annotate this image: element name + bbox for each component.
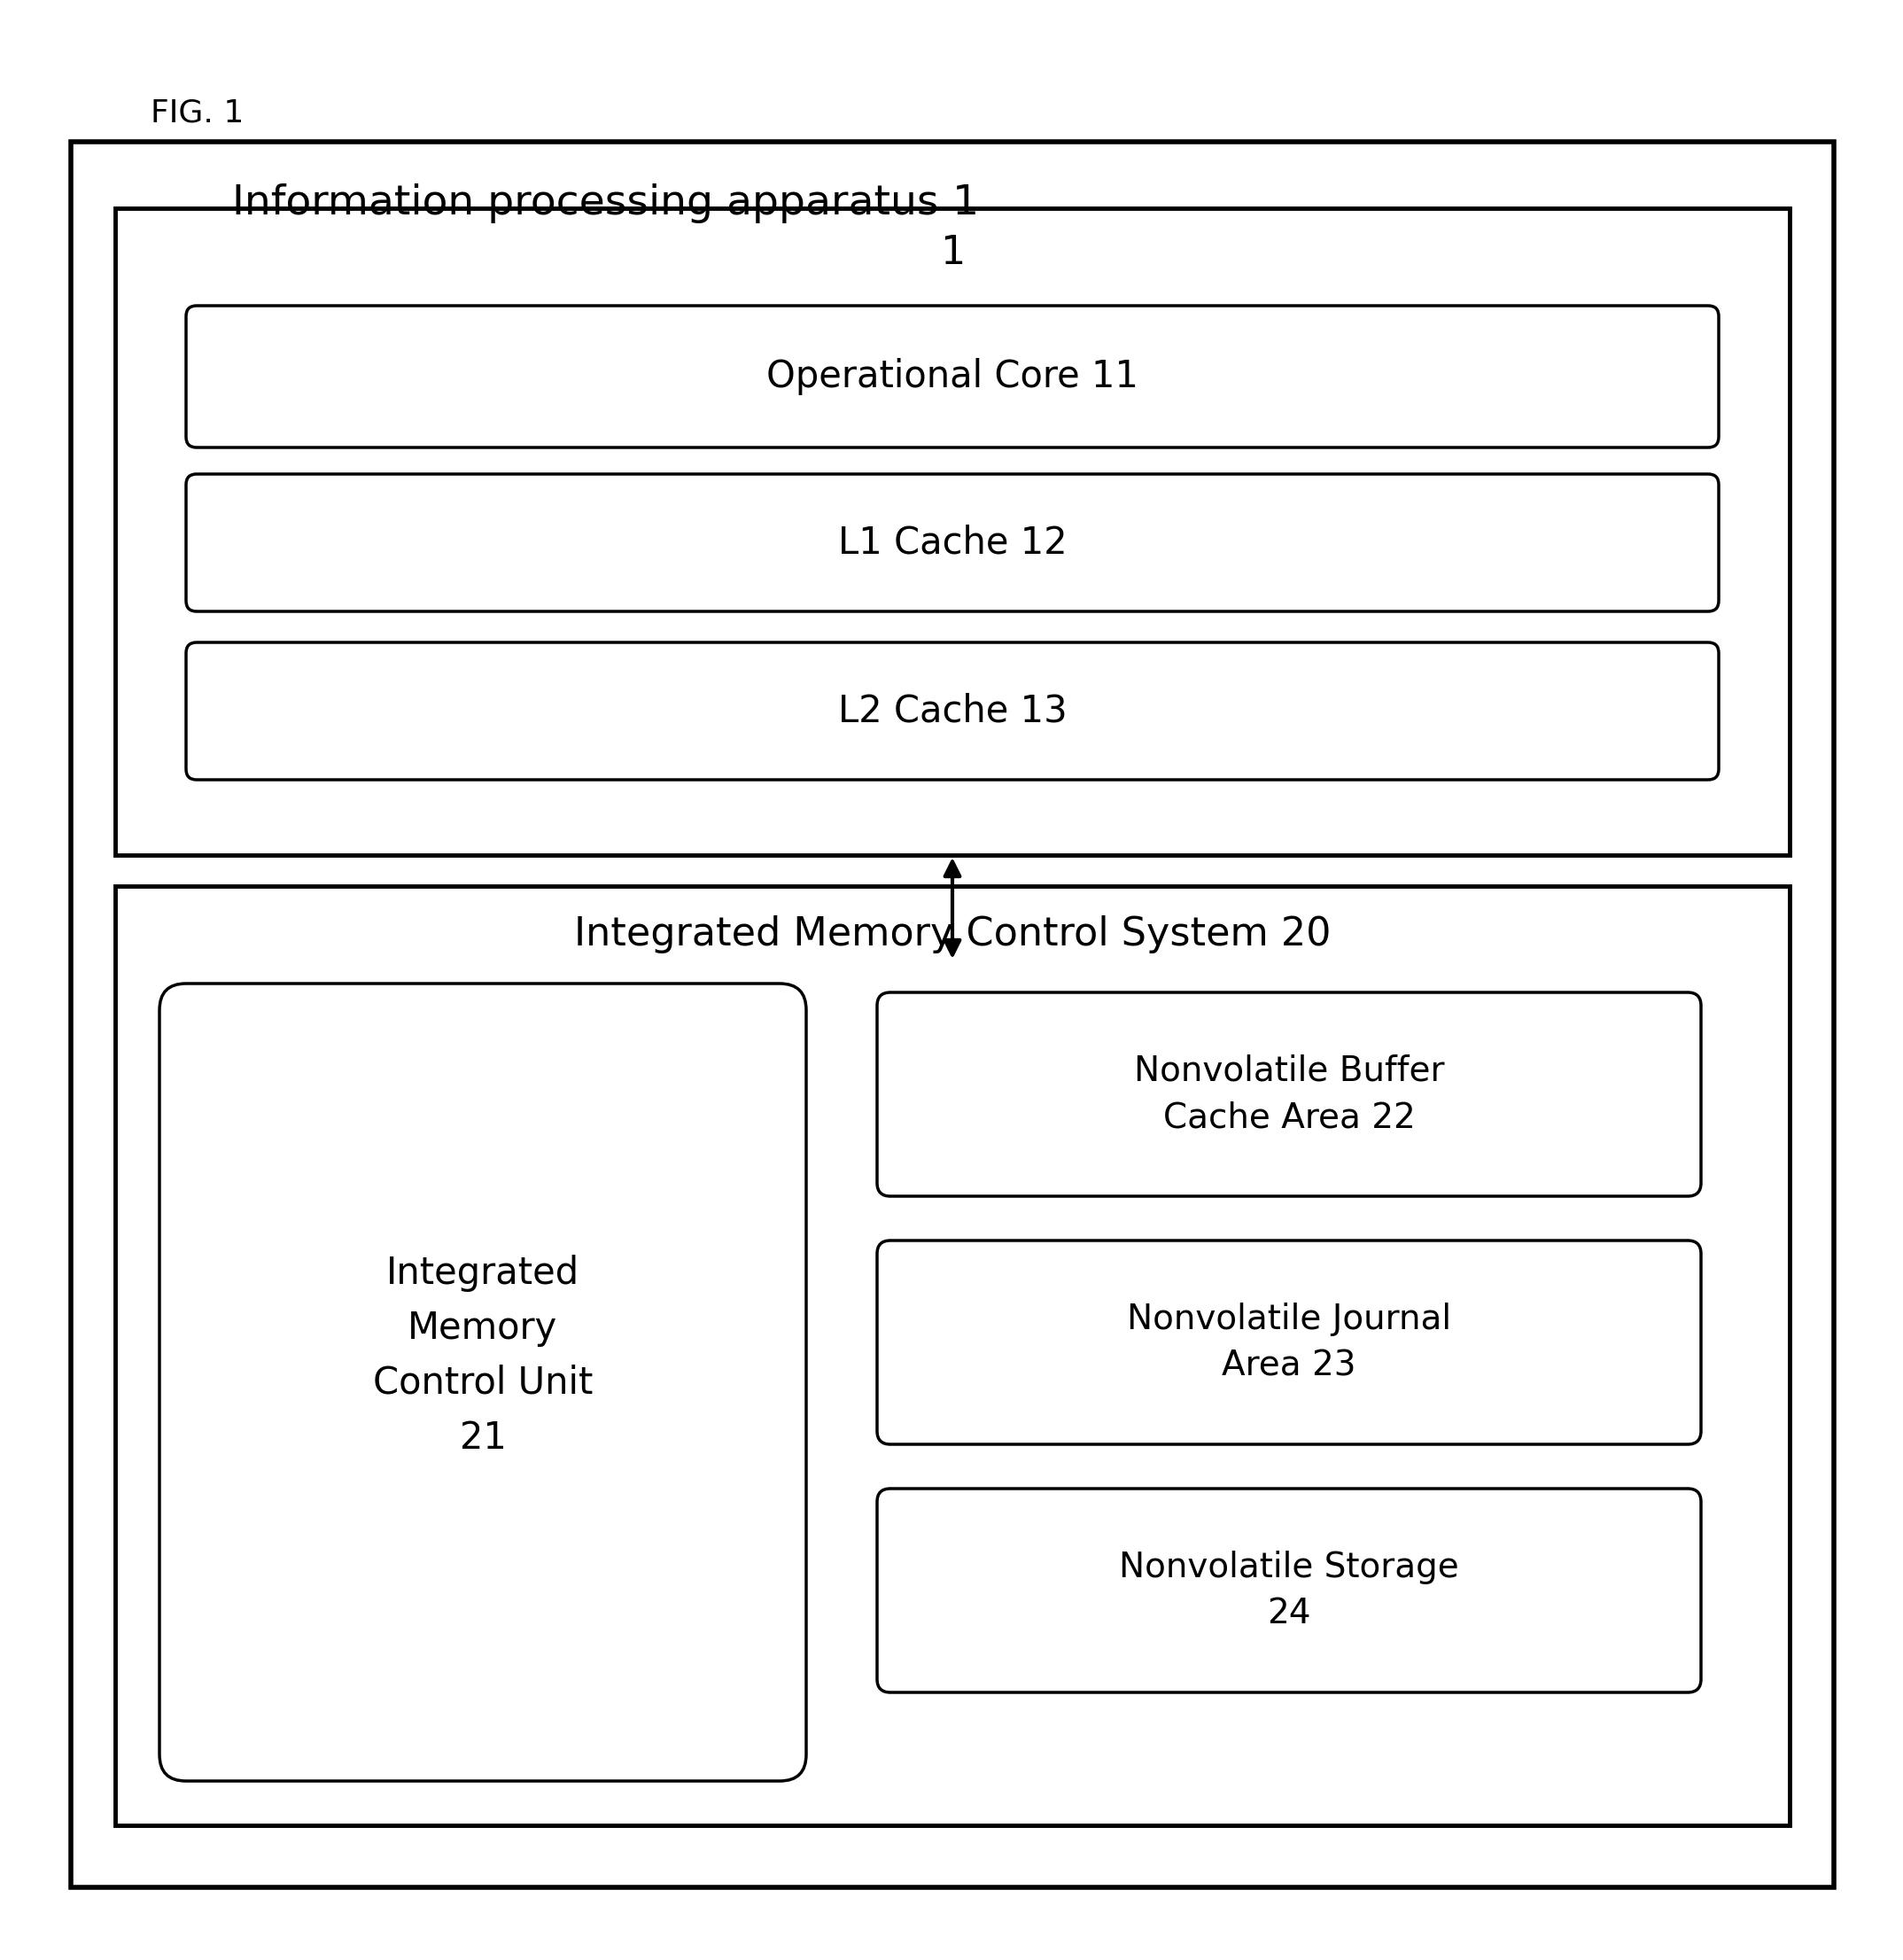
Text: Information processing apparatus: Information processing apparatus: [232, 184, 952, 223]
FancyBboxPatch shape: [877, 1488, 1701, 1691]
Text: 1: 1: [952, 184, 978, 223]
Text: Integrated Memory Control System 20: Integrated Memory Control System 20: [575, 915, 1330, 955]
FancyBboxPatch shape: [186, 306, 1718, 447]
FancyBboxPatch shape: [186, 474, 1718, 612]
Text: Nonvolatile Buffer
Cache Area 22: Nonvolatile Buffer Cache Area 22: [1134, 1054, 1444, 1135]
Bar: [116, 208, 1789, 855]
FancyBboxPatch shape: [186, 643, 1718, 780]
Bar: [70, 141, 1834, 1887]
FancyBboxPatch shape: [877, 1241, 1701, 1445]
Text: Nonvolatile Storage
24: Nonvolatile Storage 24: [1119, 1550, 1460, 1631]
Text: Nonvolatile Journal
Area 23: Nonvolatile Journal Area 23: [1127, 1301, 1452, 1382]
Text: L2 Cache 13: L2 Cache 13: [837, 692, 1068, 729]
FancyBboxPatch shape: [160, 984, 807, 1782]
Text: L1 Cache 12: L1 Cache 12: [837, 523, 1068, 561]
Text: Operational Core 11: Operational Core 11: [767, 359, 1138, 396]
Text: Integrated
Memory
Control Unit
21: Integrated Memory Control Unit 21: [373, 1254, 594, 1456]
Text: 1: 1: [940, 233, 965, 272]
Text: FIG. 1: FIG. 1: [150, 98, 244, 127]
Bar: [116, 886, 1789, 1825]
FancyBboxPatch shape: [877, 992, 1701, 1196]
